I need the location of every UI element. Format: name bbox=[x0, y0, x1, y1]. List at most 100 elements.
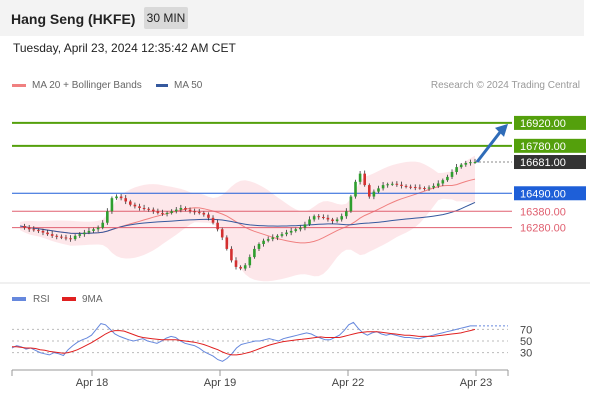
candle-body bbox=[129, 201, 132, 205]
rsi-tick-label: 50 bbox=[520, 336, 532, 348]
candle-body bbox=[87, 230, 91, 233]
candle-body bbox=[473, 162, 477, 164]
candle-body bbox=[197, 212, 201, 214]
candle-body bbox=[271, 237, 275, 240]
candle-body bbox=[193, 211, 196, 213]
legend-ma50-label: MA 50 bbox=[174, 80, 203, 91]
rsi-tick-label: 70 bbox=[520, 324, 532, 336]
candle-body bbox=[83, 232, 86, 235]
candle-body bbox=[101, 222, 105, 228]
candle-body bbox=[381, 185, 385, 189]
candle-body bbox=[147, 208, 150, 210]
candle-body bbox=[92, 229, 95, 231]
candle-body bbox=[188, 209, 192, 212]
candle-body bbox=[464, 163, 468, 165]
candle-body bbox=[432, 185, 435, 188]
rsi-line bbox=[11, 321, 475, 362]
candle-body bbox=[413, 187, 417, 189]
level-label: 16681.00 bbox=[520, 157, 566, 169]
candle-body bbox=[119, 196, 123, 199]
candle-body bbox=[46, 232, 49, 235]
candle-body bbox=[78, 234, 82, 236]
candle-body bbox=[331, 219, 334, 222]
candle-body bbox=[253, 248, 256, 258]
candle-body bbox=[262, 240, 265, 244]
candle-body bbox=[151, 209, 155, 212]
candle-body bbox=[161, 212, 164, 214]
candle-body bbox=[363, 173, 366, 186]
candle-body bbox=[37, 230, 40, 232]
candle-body bbox=[115, 196, 118, 199]
legend-bb: MA 20 + Bollinger Bands bbox=[12, 80, 142, 91]
candle-body bbox=[335, 219, 339, 222]
rsi-tick-label: 30 bbox=[520, 348, 532, 360]
candle-body bbox=[106, 211, 109, 223]
x-tick-label: Apr 19 bbox=[204, 377, 236, 389]
level-label: 16920.00 bbox=[520, 118, 566, 130]
credit-text: Research © 2024 Trading Central bbox=[430, 80, 580, 91]
level-label-bg bbox=[514, 155, 586, 170]
bb-swatch bbox=[12, 83, 26, 87]
candle-body bbox=[289, 230, 293, 233]
candle-body bbox=[96, 227, 100, 230]
candle-body bbox=[409, 186, 412, 188]
candle-body bbox=[69, 238, 72, 240]
candle-body bbox=[23, 226, 26, 228]
candle-body bbox=[372, 191, 376, 197]
candle-body bbox=[133, 204, 137, 207]
candle-body bbox=[202, 212, 206, 215]
level-label: 16380.00 bbox=[520, 206, 566, 218]
candle-body bbox=[73, 235, 77, 240]
target-arrow-head bbox=[495, 123, 508, 137]
legend-bb-label: MA 20 + Bollinger Bands bbox=[32, 80, 142, 91]
candle-body bbox=[340, 216, 344, 220]
candle-body bbox=[110, 198, 114, 212]
candle-body bbox=[441, 180, 445, 184]
candle-body bbox=[423, 188, 426, 190]
timeframe-button[interactable]: 30 MIN bbox=[144, 7, 188, 29]
level-label: 16780.00 bbox=[520, 141, 566, 153]
level-label: 16490.00 bbox=[520, 188, 566, 200]
rsi-ma-legend-swatch bbox=[62, 297, 76, 301]
x-tick-label: Apr 22 bbox=[332, 377, 364, 389]
candle-body bbox=[170, 211, 173, 213]
target-arrow bbox=[475, 129, 503, 163]
candle-body bbox=[469, 162, 472, 164]
candle-body bbox=[299, 227, 302, 230]
candle-body bbox=[248, 257, 252, 266]
candle-body bbox=[50, 234, 54, 236]
candle-body bbox=[395, 183, 399, 185]
candle-body bbox=[216, 222, 219, 230]
candle-body bbox=[138, 206, 141, 208]
candle-body bbox=[165, 212, 169, 214]
candle-body bbox=[230, 248, 233, 261]
candle-body bbox=[257, 244, 261, 249]
candle-body bbox=[60, 236, 63, 238]
candle-body bbox=[303, 224, 307, 228]
ma50-line bbox=[19, 201, 476, 234]
candle-body bbox=[266, 239, 270, 241]
ma50-swatch bbox=[156, 83, 168, 87]
candle-body bbox=[349, 196, 353, 212]
candle-body bbox=[280, 234, 284, 236]
candle-body bbox=[32, 229, 36, 231]
candle-body bbox=[220, 229, 224, 238]
level-label-bg bbox=[514, 115, 586, 130]
x-tick-label: Apr 23 bbox=[460, 377, 492, 389]
rsi-ma-legend-label: 9MA bbox=[82, 294, 103, 305]
level-label-bg bbox=[514, 186, 586, 201]
candle-body bbox=[142, 208, 146, 209]
candle-body bbox=[322, 217, 325, 218]
candle-body bbox=[64, 237, 68, 239]
candle-body bbox=[418, 187, 422, 189]
candle-body bbox=[179, 208, 183, 210]
candle-body bbox=[276, 235, 279, 238]
candle-body bbox=[367, 185, 371, 197]
candle-body bbox=[317, 216, 321, 218]
candle-body bbox=[427, 187, 431, 189]
candle-body bbox=[312, 216, 316, 220]
candle-body bbox=[41, 230, 45, 233]
chart-header: Hang Seng (HKFE) 30 MIN bbox=[0, 0, 584, 36]
candle-body bbox=[308, 219, 311, 225]
